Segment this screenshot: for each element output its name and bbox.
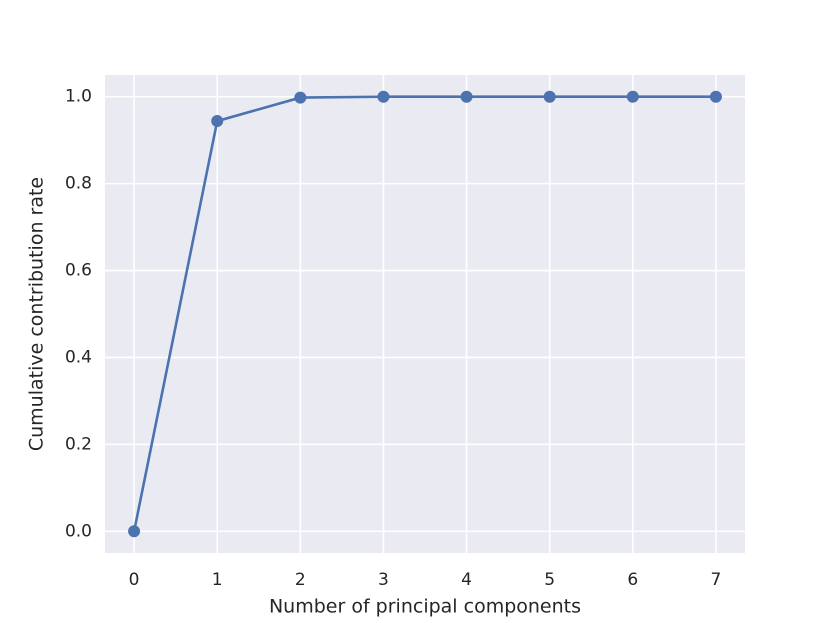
- point: [626, 90, 639, 103]
- x-tick-label: 3: [378, 570, 389, 590]
- y-tick-label: 0.0: [65, 521, 92, 541]
- point: [460, 90, 473, 103]
- x-tick-label: 6: [627, 570, 638, 590]
- y-axis-label: Cumulative contribution rate: [26, 177, 48, 451]
- y-tick-label: 0.6: [65, 261, 92, 281]
- point: [128, 525, 141, 538]
- x-tick-label: 5: [544, 570, 555, 590]
- x-tick-label: 2: [295, 570, 306, 590]
- plot-area: [105, 75, 745, 553]
- x-axis-label: Number of principal components: [269, 596, 581, 618]
- point: [211, 115, 224, 128]
- point: [709, 90, 722, 103]
- x-tick-label: 1: [212, 570, 223, 590]
- point: [543, 90, 556, 103]
- x-tick-label: 7: [710, 570, 721, 590]
- line: [132, 95, 716, 532]
- x-tick-label: 4: [461, 570, 472, 590]
- point: [377, 90, 390, 103]
- x-tick-label: 0: [129, 570, 140, 590]
- y-tick-label: 0.8: [65, 174, 92, 194]
- y-tick-label: 0.2: [65, 434, 92, 454]
- y-tick-label: 1.0: [65, 87, 92, 107]
- point: [294, 91, 307, 104]
- y-tick-label: 0.4: [65, 347, 92, 367]
